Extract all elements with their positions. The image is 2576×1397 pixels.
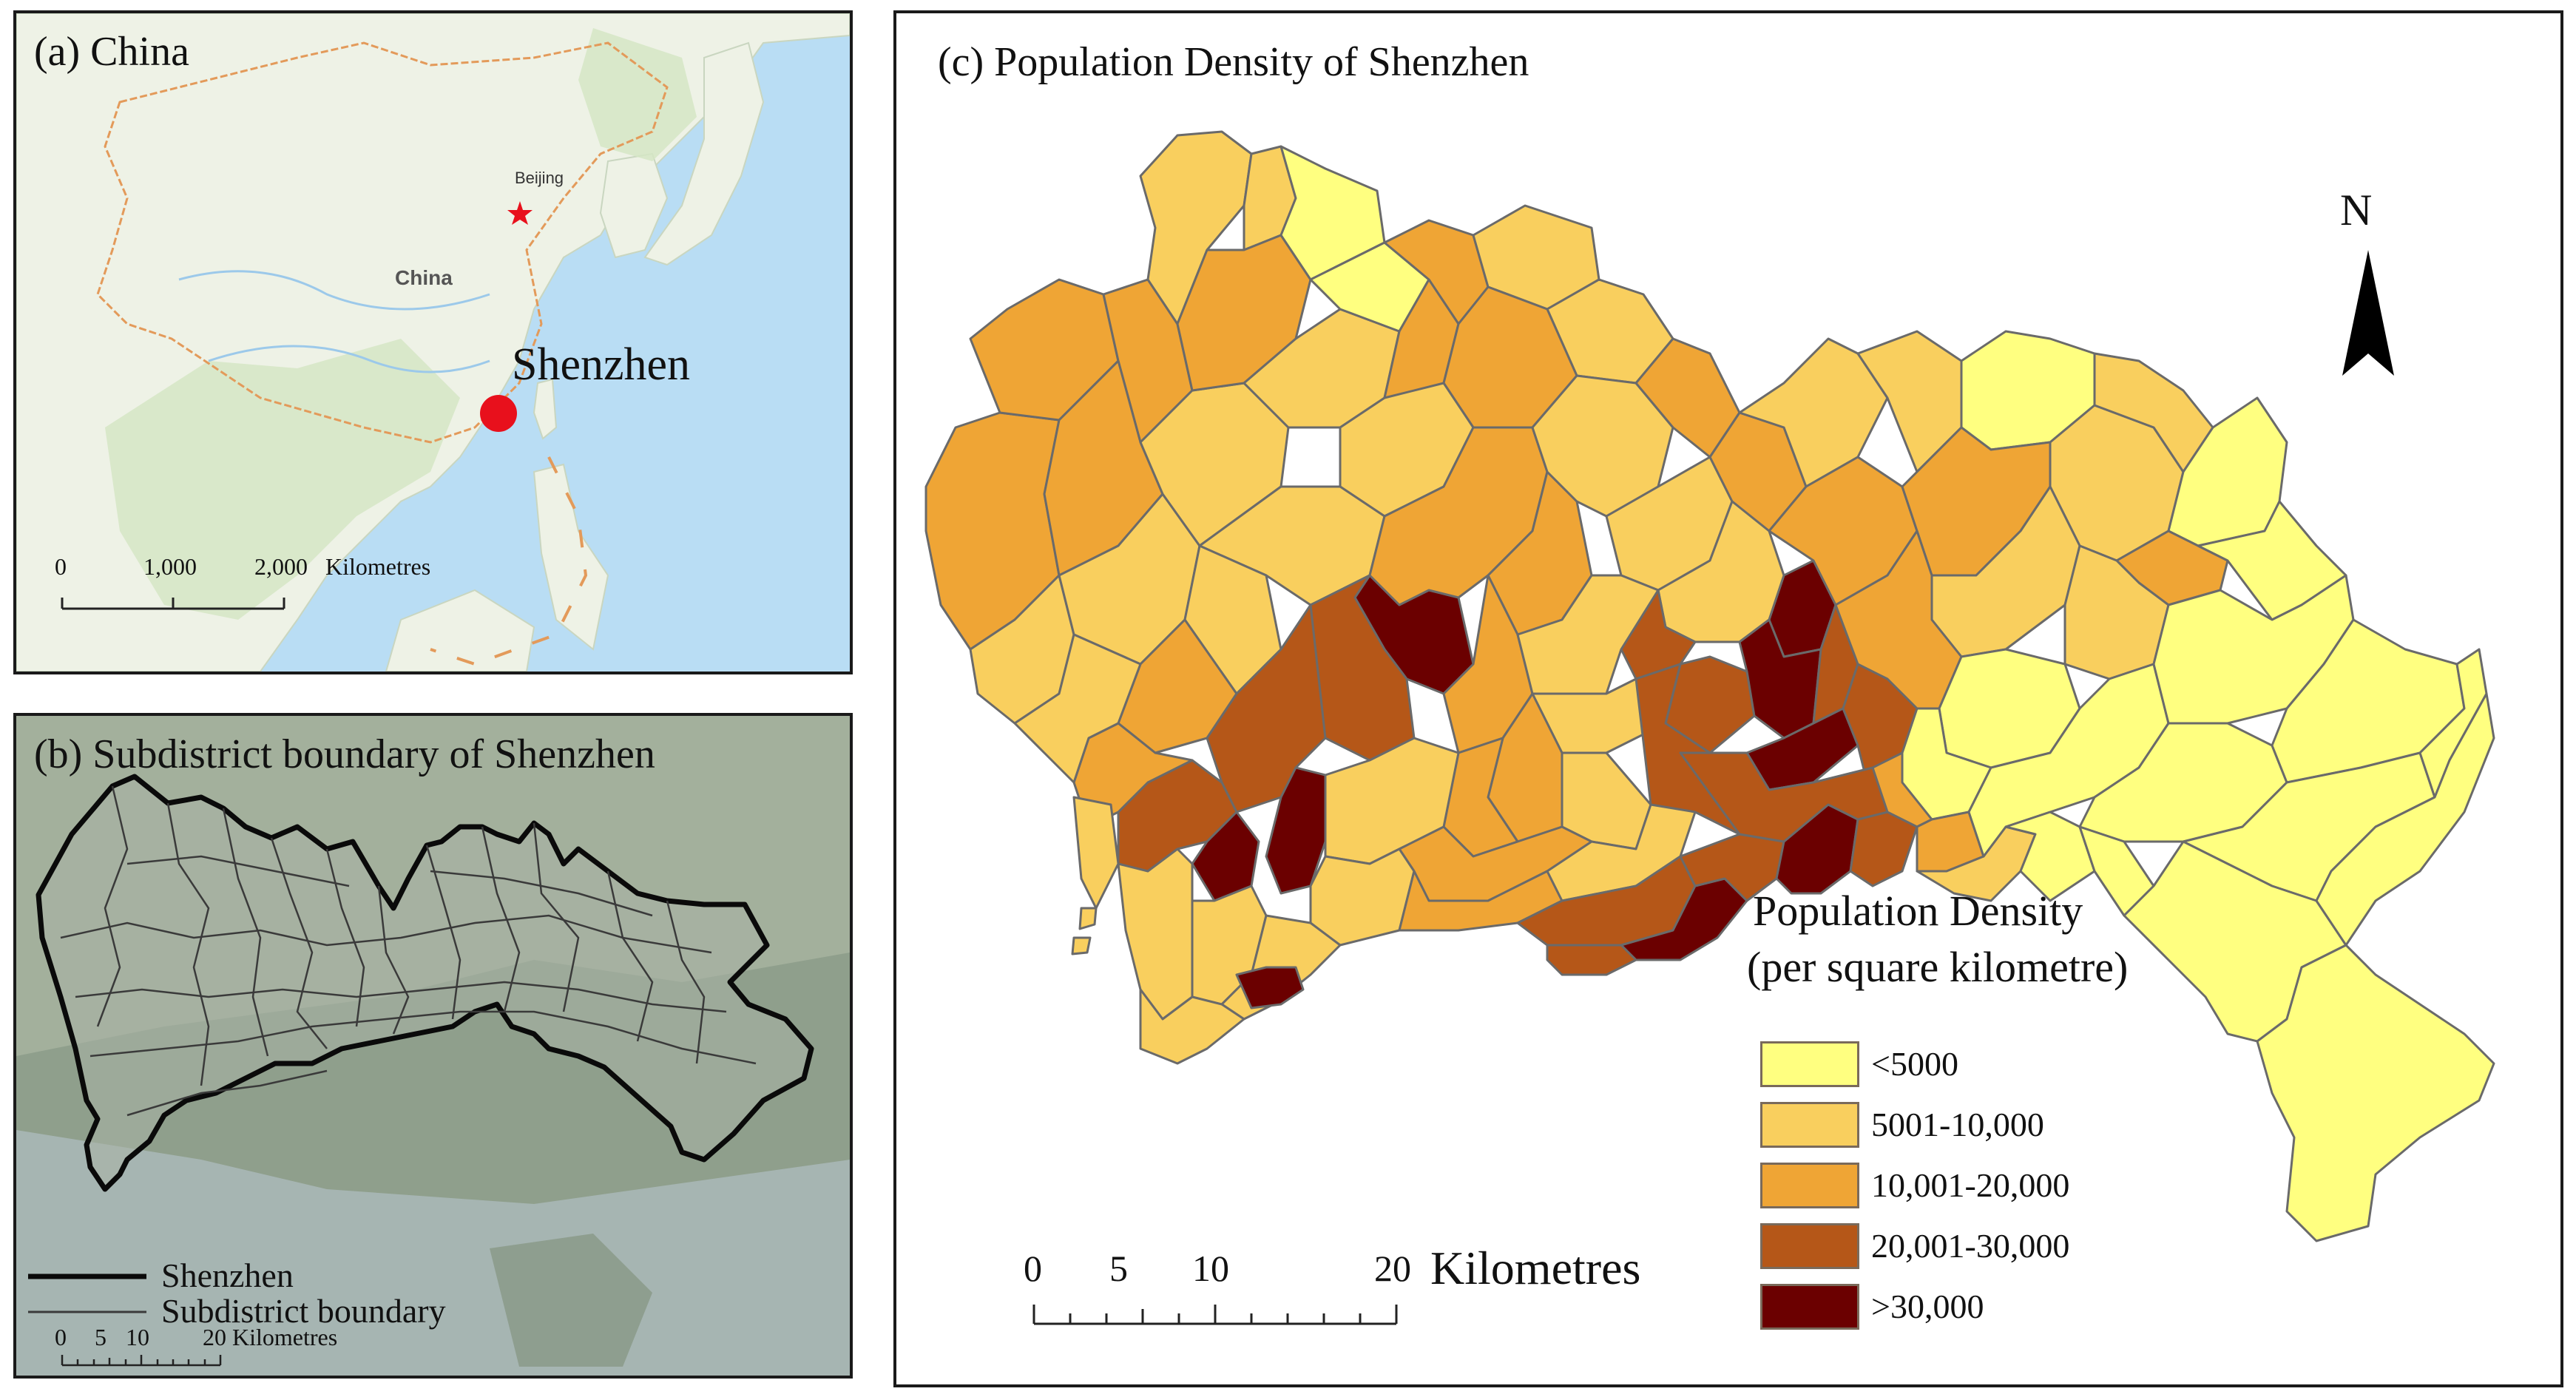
borneo-landmass bbox=[385, 589, 535, 672]
legend-swatch bbox=[1760, 1163, 1859, 1208]
shenzhen-outline bbox=[36, 774, 814, 1192]
maritime-boundary bbox=[430, 456, 588, 666]
density-choropleth bbox=[924, 130, 2495, 1325]
legend-swatch bbox=[1760, 1284, 1859, 1330]
subdistrict-region bbox=[1013, 633, 1142, 784]
legend-title: Population Density bbox=[1753, 887, 2083, 935]
satellite-basemap bbox=[16, 716, 850, 1376]
subdistrict-region bbox=[1078, 907, 1098, 930]
subdistrict-region bbox=[1235, 966, 1305, 1009]
subdistrict-region bbox=[1265, 766, 1327, 895]
panel-a-title: (a) China bbox=[34, 29, 189, 75]
legend-label: 20,001-30,000 bbox=[1871, 1227, 2070, 1265]
scale-tick-label: 0 bbox=[55, 1324, 67, 1350]
subdistrict-region bbox=[2004, 811, 2096, 902]
north-label: N bbox=[2340, 186, 2373, 234]
legend-subtitle: (per square kilometre) bbox=[1747, 943, 2129, 991]
city-label: Shenzhen bbox=[512, 339, 691, 390]
subdistrict-region bbox=[1117, 848, 1194, 1021]
legend-label-shenzhen: Shenzhen bbox=[161, 1256, 294, 1294]
scale-unit-label: Kilometres bbox=[325, 553, 431, 580]
subdistrict-region bbox=[1139, 988, 1245, 1065]
legend-swatch bbox=[1760, 1223, 1859, 1269]
philippines-landmass bbox=[533, 463, 609, 651]
country-label: China bbox=[395, 266, 453, 289]
legend-swatch bbox=[1760, 1041, 1859, 1087]
scale-tick-label: 20 bbox=[203, 1324, 226, 1350]
scale-unit-label: Kilometres bbox=[1430, 1242, 1641, 1294]
legend-label-subdistrict: Subdistrict boundary bbox=[161, 1292, 446, 1330]
panel-population-density-map: (c) Population Density of Shenzhen N Pop… bbox=[893, 10, 2563, 1387]
scale-tick-label: 0 bbox=[55, 553, 67, 580]
subdistrict-region bbox=[2256, 944, 2495, 1242]
scale-tick-label: 10 bbox=[126, 1324, 149, 1350]
legend-label: <5000 bbox=[1871, 1045, 1958, 1083]
north-arrow-icon bbox=[2342, 250, 2394, 376]
china-border bbox=[96, 41, 669, 444]
vegetation-area bbox=[578, 28, 697, 161]
subdistrict-region bbox=[1071, 936, 1092, 955]
river bbox=[208, 345, 490, 373]
subdistrict-lines bbox=[60, 785, 757, 1117]
legend-label: 5001-10,000 bbox=[1871, 1106, 2044, 1143]
scale-bar bbox=[1032, 1305, 1398, 1325]
scale-bar bbox=[61, 598, 285, 610]
shenzhen-marker bbox=[480, 395, 517, 432]
scale-bar bbox=[61, 1355, 222, 1367]
river bbox=[178, 270, 490, 311]
panel-subdistrict-map: (b) Subdistrict boundary of Shenzhen She… bbox=[13, 713, 853, 1379]
star-icon bbox=[507, 201, 533, 225]
taiwan-landmass bbox=[533, 378, 558, 440]
scale-tick-label: 0 bbox=[1024, 1248, 1042, 1289]
scale-tick-label: 20 bbox=[1374, 1248, 1411, 1289]
subdistrict-region bbox=[2078, 825, 2155, 917]
subdistrict-region bbox=[1072, 796, 1120, 910]
scale-tick-label: 1,000 bbox=[143, 553, 197, 580]
scale-tick-label: 5 bbox=[95, 1324, 107, 1350]
panel-b-title: (b) Subdistrict boundary of Shenzhen bbox=[34, 731, 655, 777]
scale-unit-label: Kilometres bbox=[232, 1324, 338, 1350]
panel-c-title: (c) Population Density of Shenzhen bbox=[938, 39, 1529, 85]
scale-tick-label: 5 bbox=[1109, 1248, 1128, 1289]
subdistrict-region bbox=[1516, 574, 1660, 695]
subdistrict-region bbox=[1546, 944, 1637, 976]
scale-tick-label: 10 bbox=[1192, 1248, 1229, 1289]
vegetation-area bbox=[105, 339, 460, 620]
legend-label: >30,000 bbox=[1871, 1288, 1984, 1325]
subdistrict-region bbox=[2315, 692, 2495, 947]
subdistrict-region bbox=[1849, 811, 1919, 887]
china-basemap bbox=[16, 13, 850, 672]
scale-tick-label: 2,000 bbox=[254, 553, 308, 580]
legend-swatch bbox=[1760, 1102, 1859, 1148]
terrain-patch bbox=[490, 1234, 652, 1367]
panel-china-map: (a) China Beijing China Shenzhen 0 1,000… bbox=[13, 10, 853, 674]
japan-landmass bbox=[643, 41, 765, 266]
legend-label: 10,001-20,000 bbox=[1871, 1166, 2070, 1204]
capital-label: Beijing bbox=[515, 169, 564, 187]
